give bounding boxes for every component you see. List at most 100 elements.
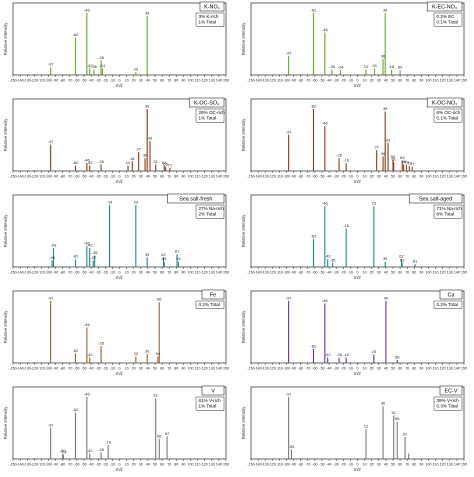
x-tick-label: -20 bbox=[341, 367, 346, 371]
fraction-text: 39% V-rich bbox=[437, 398, 460, 403]
fraction-text: 61% V-rich bbox=[199, 398, 222, 403]
series-title-box bbox=[201, 385, 225, 396]
x-tick-label: 30 bbox=[377, 367, 381, 371]
fraction-text: 0.2% Total bbox=[199, 302, 220, 307]
x-tick-label: -150 bbox=[247, 175, 254, 179]
spectrum-panel: Relative Intensity-150 -140 -130 -120 -110 -1… bbox=[3, 289, 229, 376]
fraction-box bbox=[433, 300, 463, 309]
peak-label: -62 bbox=[311, 8, 318, 13]
x-tick-label: 60 bbox=[398, 367, 402, 371]
peak-label: 18 bbox=[130, 156, 135, 161]
peak-label: 39 bbox=[145, 252, 150, 257]
x-tick-label: -140 bbox=[254, 271, 261, 275]
x-tick-label: 150 bbox=[461, 175, 467, 179]
peak-label: 69 bbox=[404, 159, 409, 164]
peak-label: -26 bbox=[336, 352, 343, 357]
x-tick-label: -140 bbox=[16, 463, 23, 467]
x-tick-label: -90 bbox=[53, 175, 58, 179]
x-tick-label: -30 bbox=[96, 175, 101, 179]
peak-label: -42 bbox=[87, 448, 94, 453]
peak-label: 27 bbox=[136, 147, 141, 152]
x-tick-label: 150 bbox=[461, 79, 467, 83]
x-tick-label: -50 bbox=[319, 463, 324, 467]
x-tick-label: 90 bbox=[181, 367, 185, 371]
x-tick-label: 10 bbox=[125, 463, 129, 467]
spectrum-panel: Relative Intensity-150 -140 -130 -120 -110 -1… bbox=[3, 1, 229, 88]
x-tick-label: 60 bbox=[398, 271, 402, 275]
x-tick-label: -130 bbox=[262, 463, 269, 467]
peak-label: -93 bbox=[289, 444, 296, 449]
fraction-text: 71% Na-rich bbox=[437, 206, 463, 211]
fraction-box bbox=[433, 108, 463, 123]
x-tick-label: 140 bbox=[454, 367, 460, 371]
series-title: Sea salt-fresh bbox=[179, 197, 212, 203]
x-tick-label: 40 bbox=[384, 175, 388, 179]
x-tick-label: -90 bbox=[291, 271, 296, 275]
x-tick-label: -110 bbox=[38, 271, 45, 275]
fraction-text: 0.2% Total bbox=[437, 302, 458, 307]
x-tick-label: 130 bbox=[209, 463, 215, 467]
peak-label: -16 bbox=[105, 439, 112, 444]
fraction-box bbox=[195, 108, 225, 123]
peak-label: -93 bbox=[51, 243, 58, 248]
x-tick-label: 50 bbox=[153, 271, 157, 275]
x-tick-label: -10 bbox=[110, 463, 115, 467]
x-tick-label: -30 bbox=[96, 367, 101, 371]
x-tick-label: 90 bbox=[181, 79, 185, 83]
x-tick-label: -40 bbox=[326, 175, 331, 179]
fraction-text: 27% Na-rich bbox=[199, 206, 225, 211]
x-tick-label: 140 bbox=[216, 463, 222, 467]
peak-label: 51 bbox=[391, 410, 396, 415]
x-tick-label: 150 bbox=[461, 367, 467, 371]
x-tick-label: 80 bbox=[174, 367, 178, 371]
x-tick-label: 130 bbox=[209, 79, 215, 83]
x-tick-label: -90 bbox=[53, 463, 58, 467]
spectrum-panel: Relative Intensity-150 -140 -130 -120 -110 -1… bbox=[241, 385, 467, 472]
x-tick-label: -20 bbox=[341, 175, 346, 179]
x-tick-label: 70 bbox=[167, 463, 171, 467]
peak-label: 39 bbox=[383, 256, 388, 261]
x-tick-label: 100 bbox=[188, 463, 194, 467]
x-tick-label: -70 bbox=[305, 79, 310, 83]
fraction-box bbox=[433, 12, 463, 27]
x-tick-label: -40 bbox=[326, 271, 331, 275]
x-tick-label: -50 bbox=[319, 79, 324, 83]
x-tick-label: 120 bbox=[440, 463, 446, 467]
x-tick-label: 20 bbox=[370, 79, 374, 83]
x-tick-label: 120 bbox=[440, 175, 446, 179]
x-tick-label: -60 bbox=[312, 367, 317, 371]
plot-frame bbox=[12, 2, 227, 76]
peak-label: 12 bbox=[364, 64, 369, 69]
x-tick-label: 40 bbox=[146, 175, 150, 179]
plot-frame bbox=[250, 2, 465, 76]
peak-label: -36 bbox=[91, 64, 98, 69]
x-tick-label: 20 bbox=[370, 463, 374, 467]
x-tick-label: 130 bbox=[447, 175, 453, 179]
x-tick-label: 50 bbox=[153, 463, 157, 467]
series-title-box bbox=[439, 289, 463, 300]
x-tick-label: 30 bbox=[377, 79, 381, 83]
x-tick-label: 0 bbox=[357, 175, 359, 179]
x-tick-label: -70 bbox=[67, 175, 72, 179]
x-tick-label: 70 bbox=[167, 79, 171, 83]
x-tick-label: 100 bbox=[426, 463, 432, 467]
x-axis-label: m/z bbox=[116, 371, 123, 376]
x-tick-label: 150 bbox=[223, 271, 229, 275]
peak-label: 67 bbox=[403, 431, 408, 436]
peak-label: -26 bbox=[98, 447, 105, 452]
x-tick-label: 150 bbox=[223, 463, 229, 467]
x-tick-label: -120 bbox=[31, 367, 38, 371]
plot-frame bbox=[12, 290, 227, 364]
x-tick-label: 0 bbox=[119, 175, 121, 179]
x-tick-label: -90 bbox=[291, 79, 296, 83]
x-tick-label: 150 bbox=[461, 463, 467, 467]
peak-label: -97 bbox=[48, 62, 55, 67]
x-tick-label: -110 bbox=[276, 463, 283, 467]
plot-frame bbox=[12, 386, 227, 460]
x-tick-label: -30 bbox=[334, 463, 339, 467]
x-tick-label: -120 bbox=[269, 271, 276, 275]
peak-label: -46 bbox=[84, 8, 91, 13]
x-tick-label: 140 bbox=[454, 79, 460, 83]
peak-label: 56 bbox=[157, 433, 162, 438]
peak-label: -14 bbox=[107, 200, 114, 205]
